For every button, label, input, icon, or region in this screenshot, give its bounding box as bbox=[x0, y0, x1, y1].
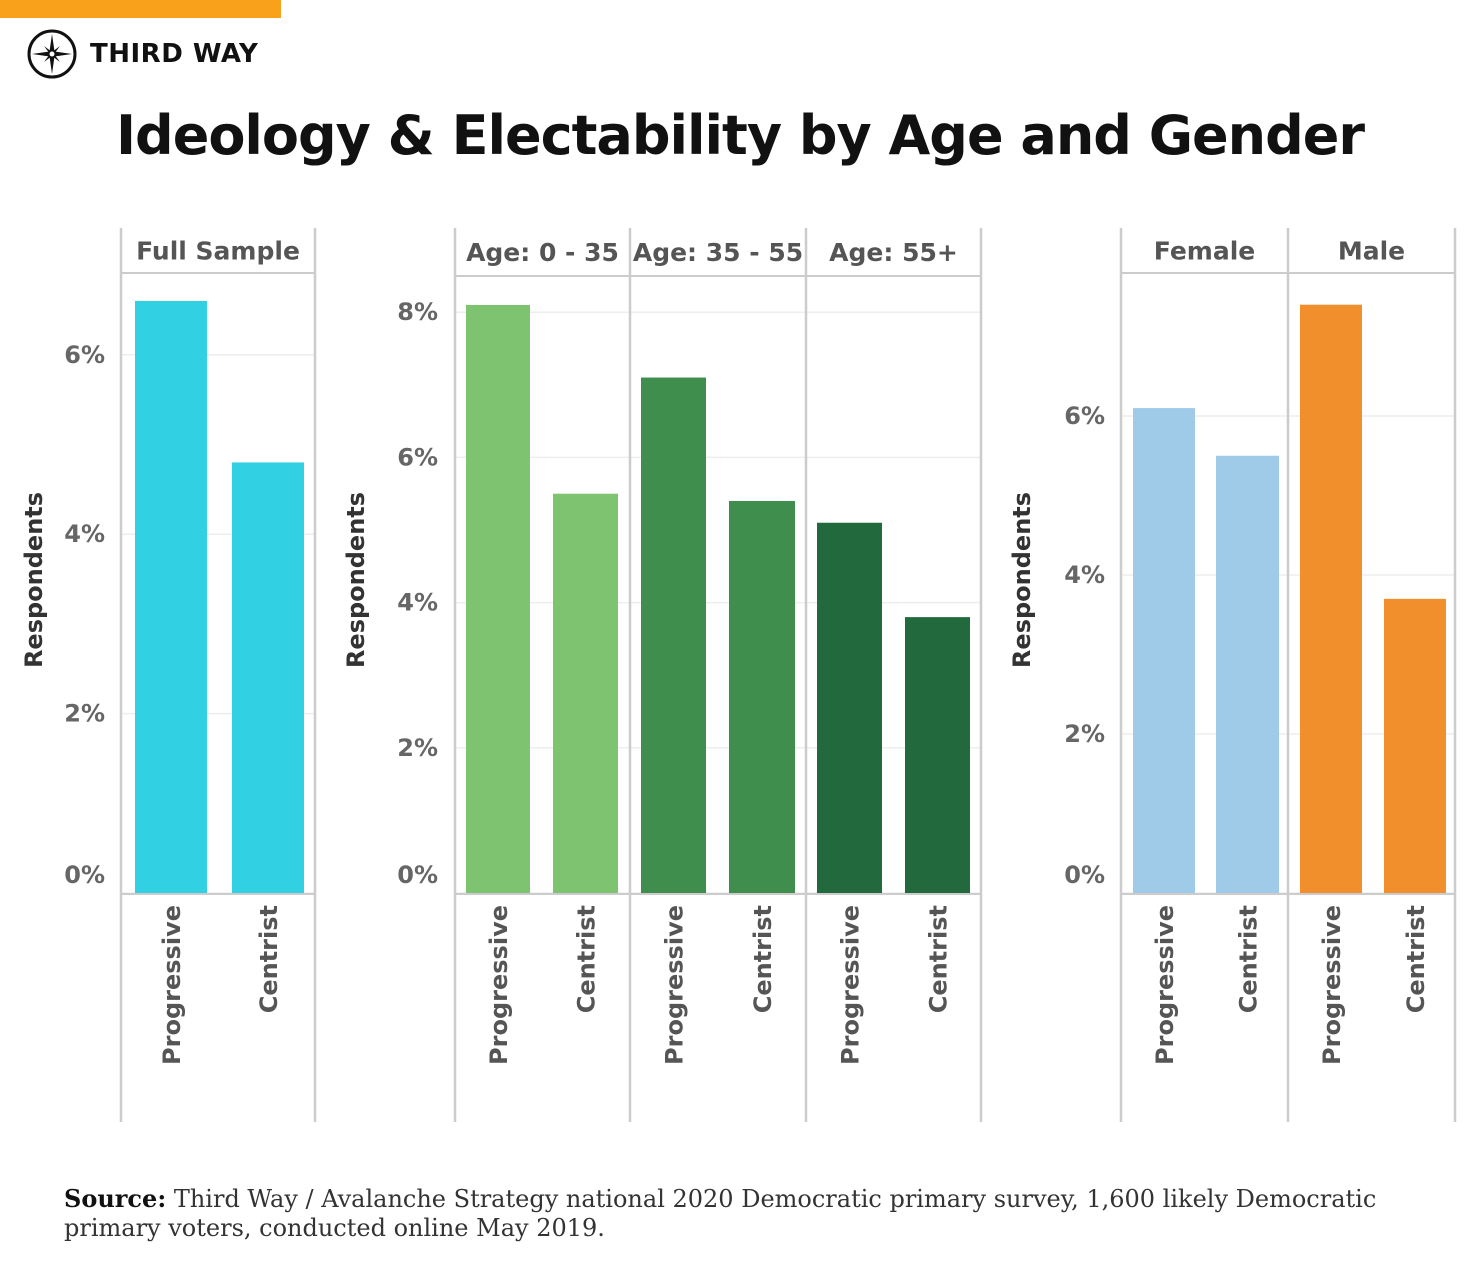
y-tick-label: 2% bbox=[64, 700, 105, 728]
bar-centrist bbox=[1384, 598, 1446, 893]
y-tick-label: 0% bbox=[397, 861, 438, 889]
y-axis-title: Respondents bbox=[20, 492, 48, 668]
bar-centrist bbox=[1216, 455, 1279, 893]
y-tick-label: 6% bbox=[1064, 402, 1105, 430]
y-tick-label: 4% bbox=[1064, 561, 1105, 589]
y-axis-title: Respondents bbox=[1008, 492, 1036, 668]
bar-centrist bbox=[729, 500, 795, 893]
x-tick-label: Centrist bbox=[749, 905, 777, 1013]
x-tick-label: Progressive bbox=[1318, 905, 1346, 1065]
facet-label: Full Sample bbox=[136, 237, 300, 266]
facet-label: Age: 35 - 55 bbox=[633, 238, 803, 267]
bar-progressive bbox=[817, 522, 882, 893]
bar-progressive bbox=[1300, 304, 1362, 893]
x-tick-label: Progressive bbox=[1151, 905, 1179, 1065]
y-tick-label: 8% bbox=[397, 298, 438, 326]
bar-centrist bbox=[905, 617, 970, 893]
accent-bar bbox=[0, 0, 281, 18]
bar-progressive bbox=[641, 377, 706, 893]
chart-panel-2: 0% 2% 4% 6% 8% Respondents Age: 0 - 35 Progress… bbox=[342, 228, 983, 1122]
facet-label: Age: 55+ bbox=[829, 238, 958, 267]
bar-progressive bbox=[1133, 408, 1195, 893]
chart-panel-1: 0% 2% 4% 6% Respondents Full Sample Progressiv… bbox=[20, 228, 317, 1122]
brand-logo: THIRD WAY bbox=[26, 28, 258, 80]
x-tick-label: Progressive bbox=[485, 905, 513, 1065]
y-tick-label: 4% bbox=[64, 520, 105, 548]
x-tick-label: Progressive bbox=[661, 905, 689, 1065]
bar-centrist bbox=[553, 493, 618, 893]
x-tick-label: Centrist bbox=[1402, 905, 1430, 1013]
brand-name: THIRD WAY bbox=[90, 39, 259, 69]
x-tick-label: Centrist bbox=[925, 905, 953, 1013]
source-text: Third Way / Avalanche Strategy national … bbox=[64, 1185, 1377, 1242]
bar-centrist bbox=[232, 462, 304, 893]
source-note: Source: Third Way / Avalanche Strategy n… bbox=[64, 1184, 1424, 1243]
y-tick-label: 2% bbox=[397, 734, 438, 762]
x-tick-label: Centrist bbox=[255, 905, 283, 1013]
bar-progressive bbox=[135, 300, 207, 894]
y-tick-label: 6% bbox=[64, 341, 105, 369]
y-tick-label: 4% bbox=[397, 589, 438, 617]
x-tick-label: Centrist bbox=[1235, 905, 1263, 1013]
facet-label: Male bbox=[1338, 237, 1405, 266]
facet-label: Age: 0 - 35 bbox=[466, 238, 619, 267]
chart-title: Ideology & Electability by Age and Gende… bbox=[115, 104, 1365, 167]
y-axis-title: Respondents bbox=[342, 492, 370, 668]
bar-progressive bbox=[466, 304, 530, 893]
x-tick-label: Centrist bbox=[573, 905, 601, 1013]
y-tick-label: 0% bbox=[64, 861, 105, 889]
facet-label: Female bbox=[1154, 237, 1255, 266]
source-label: Source: bbox=[64, 1184, 167, 1213]
x-tick-label: Progressive bbox=[158, 905, 186, 1065]
compass-icon bbox=[27, 29, 77, 79]
y-tick-label: 0% bbox=[1064, 861, 1105, 889]
x-tick-label: Progressive bbox=[837, 905, 865, 1065]
y-tick-label: 6% bbox=[397, 443, 438, 471]
y-tick-label: 2% bbox=[1064, 720, 1105, 748]
chart-panel-3: 0% 2% 4% 6% Respondents Female Progressive Cent… bbox=[1008, 228, 1457, 1122]
